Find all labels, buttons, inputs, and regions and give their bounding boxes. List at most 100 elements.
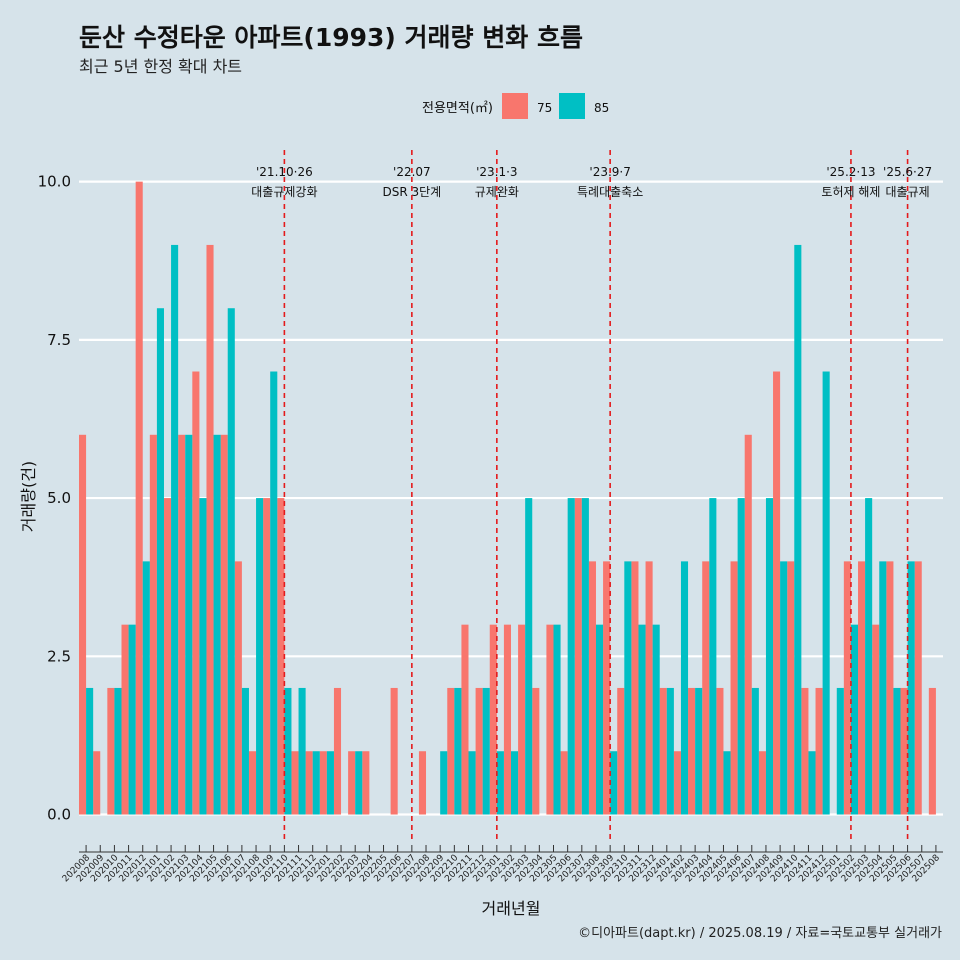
bar-75-202009 [93, 751, 101, 815]
legend-swatch-85 [559, 93, 585, 119]
bar-85-202010 [114, 687, 122, 815]
bar-75-202203 [348, 751, 356, 815]
y-tick-label: 10.0 [38, 173, 71, 191]
bar-85-202106 [227, 308, 235, 815]
bar-85-202305 [553, 624, 561, 815]
bar-85-202306 [567, 498, 575, 815]
bar-85-202008 [86, 687, 94, 815]
bar-85-202411 [808, 751, 816, 815]
bar-75-202405 [716, 687, 724, 815]
bar-75-202112 [305, 751, 313, 815]
event-label: 대출규제 [886, 185, 930, 199]
bar-75-202108 [248, 751, 257, 815]
bar-85-202503 [865, 498, 873, 815]
bar-75-202407 [744, 434, 752, 815]
bar-85-202402 [680, 561, 689, 815]
bar-75-202202 [333, 687, 342, 815]
bar-85-202403 [695, 687, 703, 815]
bar-85-202401 [666, 687, 674, 815]
bar-75-202109 [263, 498, 271, 815]
bar-85-202504 [879, 561, 887, 815]
bar-75-202101 [149, 434, 157, 815]
legend-title: 전용면적(㎡) [422, 101, 493, 116]
event-label: 규제완화 [475, 185, 519, 199]
bar-75-202402 [673, 751, 681, 815]
bar-85-202209 [440, 751, 448, 815]
bar-75-202010 [107, 687, 115, 815]
bar-85-202104 [199, 498, 207, 815]
bar-85-202203 [355, 751, 363, 815]
bar-75-202304 [532, 687, 540, 815]
bar-75-202406 [730, 561, 738, 815]
y-tick-label: 7.5 [47, 331, 71, 349]
bar-75-202102 [163, 498, 172, 815]
bar-75-202303 [518, 624, 526, 815]
bar-75-202503 [858, 561, 866, 815]
event-date: '23.9·7 [589, 165, 630, 179]
bar-75-202204 [362, 751, 370, 815]
bar-75-202111 [291, 751, 299, 815]
bar-75-202306 [560, 751, 568, 815]
x-axis-title: 거래년월 [482, 899, 541, 918]
bar-85-202210 [454, 687, 462, 815]
bar-85-202110 [284, 687, 292, 815]
bar-85-202101 [156, 308, 164, 815]
bar-85-202502 [850, 624, 859, 815]
bar-75-202310 [617, 687, 625, 815]
bar-75-202410 [787, 561, 795, 815]
event-label: 토허제 해제 [821, 185, 880, 199]
bar-85-202311 [638, 624, 646, 815]
bar-75-202301 [489, 624, 497, 815]
bar-85-202407 [751, 687, 759, 815]
event-label: DSR 3단계 [382, 185, 441, 199]
bar-85-202301 [496, 751, 504, 815]
legend-swatch-75 [502, 93, 528, 119]
bar-85-202406 [737, 498, 745, 815]
y-axis-title: 거래량(건) [19, 461, 38, 532]
bar-85-202409 [780, 561, 788, 815]
bar-85-202211 [468, 751, 476, 815]
bar-85-202012 [142, 561, 150, 815]
legend-label-75: 75 [537, 101, 552, 115]
bar-85-202107 [241, 687, 249, 815]
bar-75-202305 [546, 624, 554, 815]
event-date: '22.07 [393, 165, 431, 179]
bar-75-202507 [914, 561, 922, 815]
bar-75-202508 [928, 687, 936, 815]
bar-85-202410 [794, 244, 802, 815]
bar-85-202506 [907, 561, 915, 815]
event-date: '23.1·3 [476, 165, 517, 179]
event-date: '21.10·26 [256, 165, 313, 179]
event-date: '25.6·27 [883, 165, 932, 179]
bar-75-202404 [702, 561, 710, 815]
y-tick-label: 5.0 [47, 489, 71, 507]
bar-85-202307 [581, 498, 589, 815]
bar-75-202312 [645, 561, 653, 815]
chart-subtitle: 최근 5년 한정 확대 차트 [79, 57, 243, 76]
y-tick-label: 0.0 [47, 806, 71, 824]
event-label: 특례대출축소 [577, 185, 643, 199]
legend-label-85: 85 [594, 101, 609, 115]
bar-85-202404 [709, 498, 717, 815]
bar-85-202011 [128, 624, 136, 815]
bar-75-202307 [574, 498, 582, 815]
bar-85-202501 [836, 687, 844, 815]
bar-85-202102 [171, 244, 179, 815]
bar-85-202309 [610, 751, 618, 815]
bar-75-202502 [843, 561, 851, 815]
bar-75-202103 [178, 434, 186, 815]
bar-75-202504 [872, 624, 880, 815]
bar-75-202409 [773, 371, 781, 815]
bar-75-202110 [277, 498, 285, 815]
bars [79, 181, 936, 815]
bar-85-202111 [298, 687, 306, 815]
event-label: 대출규제강화 [251, 185, 317, 199]
chart-caption: ©디아파트(dapt.kr) / 2025.08.19 / 자료=국토교통부 실… [578, 926, 942, 941]
bar-75-202401 [659, 687, 667, 815]
bar-75-202311 [631, 561, 639, 815]
y-tick-label: 2.5 [47, 647, 71, 665]
bar-75-202008 [79, 434, 87, 815]
bar-85-202312 [652, 624, 660, 815]
